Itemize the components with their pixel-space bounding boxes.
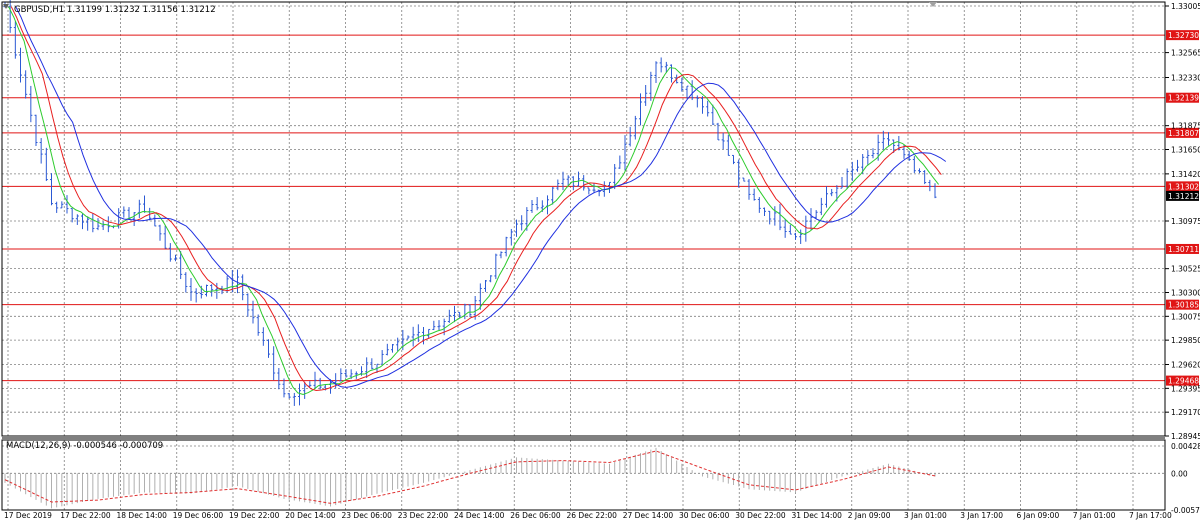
x-tick-label: 7 Jan 01:00 bbox=[1073, 511, 1116, 520]
x-tick-label: 2 Jan 09:00 bbox=[848, 511, 891, 520]
y-tick-label: 1.31650 bbox=[1171, 146, 1200, 155]
x-tick-label: 3 Jan 01:00 bbox=[904, 511, 947, 520]
y-tick-label: 1.29395 bbox=[1171, 384, 1200, 393]
horizontal-levels[interactable]: 1.32730 1.32139 1.31807 1.31302 1.30711 1.301… bbox=[2, 30, 1199, 386]
x-tick-label: 3 Jan 17:00 bbox=[960, 511, 1003, 520]
macd-pane-header: MACD(12,26,9) -0.000546 -0.000709 bbox=[6, 441, 163, 451]
moving-averages bbox=[8, 6, 947, 396]
macd-y-tick-label: 0.004287 bbox=[1171, 442, 1200, 451]
macd-signal-line bbox=[4, 450, 936, 504]
level-price-tag bbox=[1166, 299, 1199, 310]
grid-lines bbox=[2, 2, 1165, 511]
y-tick-label: 1.30975 bbox=[1171, 217, 1200, 226]
ma-slow-line bbox=[15, 6, 947, 388]
macd-pane-frame bbox=[1, 439, 1166, 511]
y-tick-label: 1.31420 bbox=[1171, 170, 1200, 179]
x-tick-label: 30 Dec 22:00 bbox=[735, 511, 786, 520]
y-tick-label: 1.28945 bbox=[1171, 432, 1200, 441]
current-price-label: 1.31212 bbox=[1168, 192, 1199, 201]
ma-mid-line bbox=[10, 6, 942, 392]
x-tick-label: 6 Jan 09:00 bbox=[1017, 511, 1060, 520]
level-price-label: 1.32730 bbox=[1168, 31, 1199, 40]
x-tick-label: 26 Dec 06:00 bbox=[510, 511, 561, 520]
y-tick-label: 1.32565 bbox=[1171, 49, 1200, 58]
y-tick-label: 1.30300 bbox=[1171, 288, 1200, 297]
level-price-tag bbox=[1166, 243, 1199, 254]
level-price-tag bbox=[1166, 30, 1199, 41]
level-price-tag bbox=[1166, 127, 1199, 138]
y-tick-label: 1.29170 bbox=[1171, 408, 1200, 417]
level-price-label: 1.30185 bbox=[1168, 301, 1199, 310]
chart-shift-marker[interactable] bbox=[929, 2, 937, 7]
price-pane-frame bbox=[1, 1, 1166, 437]
macd-indicator bbox=[4, 447, 936, 509]
x-tick-label: 17 Dec 2019 bbox=[4, 511, 52, 520]
y-tick-label: 1.30525 bbox=[1171, 265, 1200, 274]
x-tick-label: 23 Dec 22:00 bbox=[398, 511, 449, 520]
x-tick-label: 18 Dec 14:00 bbox=[117, 511, 168, 520]
y-tick-label: 1.33005 bbox=[1171, 2, 1200, 11]
x-tick-label: 23 Dec 06:00 bbox=[342, 511, 393, 520]
menu-arrow-icon[interactable] bbox=[3, 4, 9, 9]
y-tick-label: 1.32330 bbox=[1171, 73, 1200, 82]
y-tick-label: 1.30075 bbox=[1171, 312, 1200, 321]
x-tick-label: 20 Dec 14:00 bbox=[285, 511, 336, 520]
level-price-tag bbox=[1166, 181, 1199, 192]
level-price-label: 1.31302 bbox=[1168, 182, 1199, 191]
price-pane-header: GBPUSD,H1 1.31199 1.31232 1.31156 1.3121… bbox=[14, 5, 216, 15]
macd-y-tick-label: -0.00575 bbox=[1171, 506, 1200, 515]
y-tick-label: 1.31875 bbox=[1171, 122, 1200, 131]
level-price-label: 1.32139 bbox=[1168, 94, 1199, 103]
x-tick-label: 30 Dec 06:00 bbox=[679, 511, 730, 520]
y-tick-label: 1.29850 bbox=[1171, 336, 1200, 345]
current-price-tag bbox=[1166, 190, 1199, 201]
x-tick-label: 31 Dec 14:00 bbox=[792, 511, 843, 520]
level-price-tag bbox=[1166, 375, 1199, 386]
level-price-label: 1.29468 bbox=[1168, 377, 1199, 386]
x-tick-label: 7 Jan 17:00 bbox=[1129, 511, 1172, 520]
x-tick-label: 26 Dec 22:00 bbox=[567, 511, 618, 520]
level-price-label: 1.30711 bbox=[1168, 245, 1199, 254]
x-tick-label: 19 Dec 22:00 bbox=[229, 511, 280, 520]
x-tick-label: 24 Dec 14:00 bbox=[454, 511, 505, 520]
axis-labels: 17 Dec 2019 17 Dec 22:00 18 Dec 14:00 19 De… bbox=[4, 2, 1200, 520]
x-tick-label: 19 Dec 06:00 bbox=[173, 511, 224, 520]
level-price-label: 1.31807 bbox=[1168, 129, 1199, 138]
chart-frame bbox=[1, 1, 1166, 511]
price-bars bbox=[3, 0, 937, 406]
macd-y-tick-label: 0.00 bbox=[1171, 469, 1188, 478]
x-tick-label: 17 Dec 22:00 bbox=[60, 511, 111, 520]
level-price-tag bbox=[1166, 92, 1199, 103]
ma-fast-line bbox=[8, 6, 939, 396]
x-tick-label: 27 Dec 14:00 bbox=[623, 511, 674, 520]
y-tick-label: 1.29620 bbox=[1171, 361, 1200, 370]
